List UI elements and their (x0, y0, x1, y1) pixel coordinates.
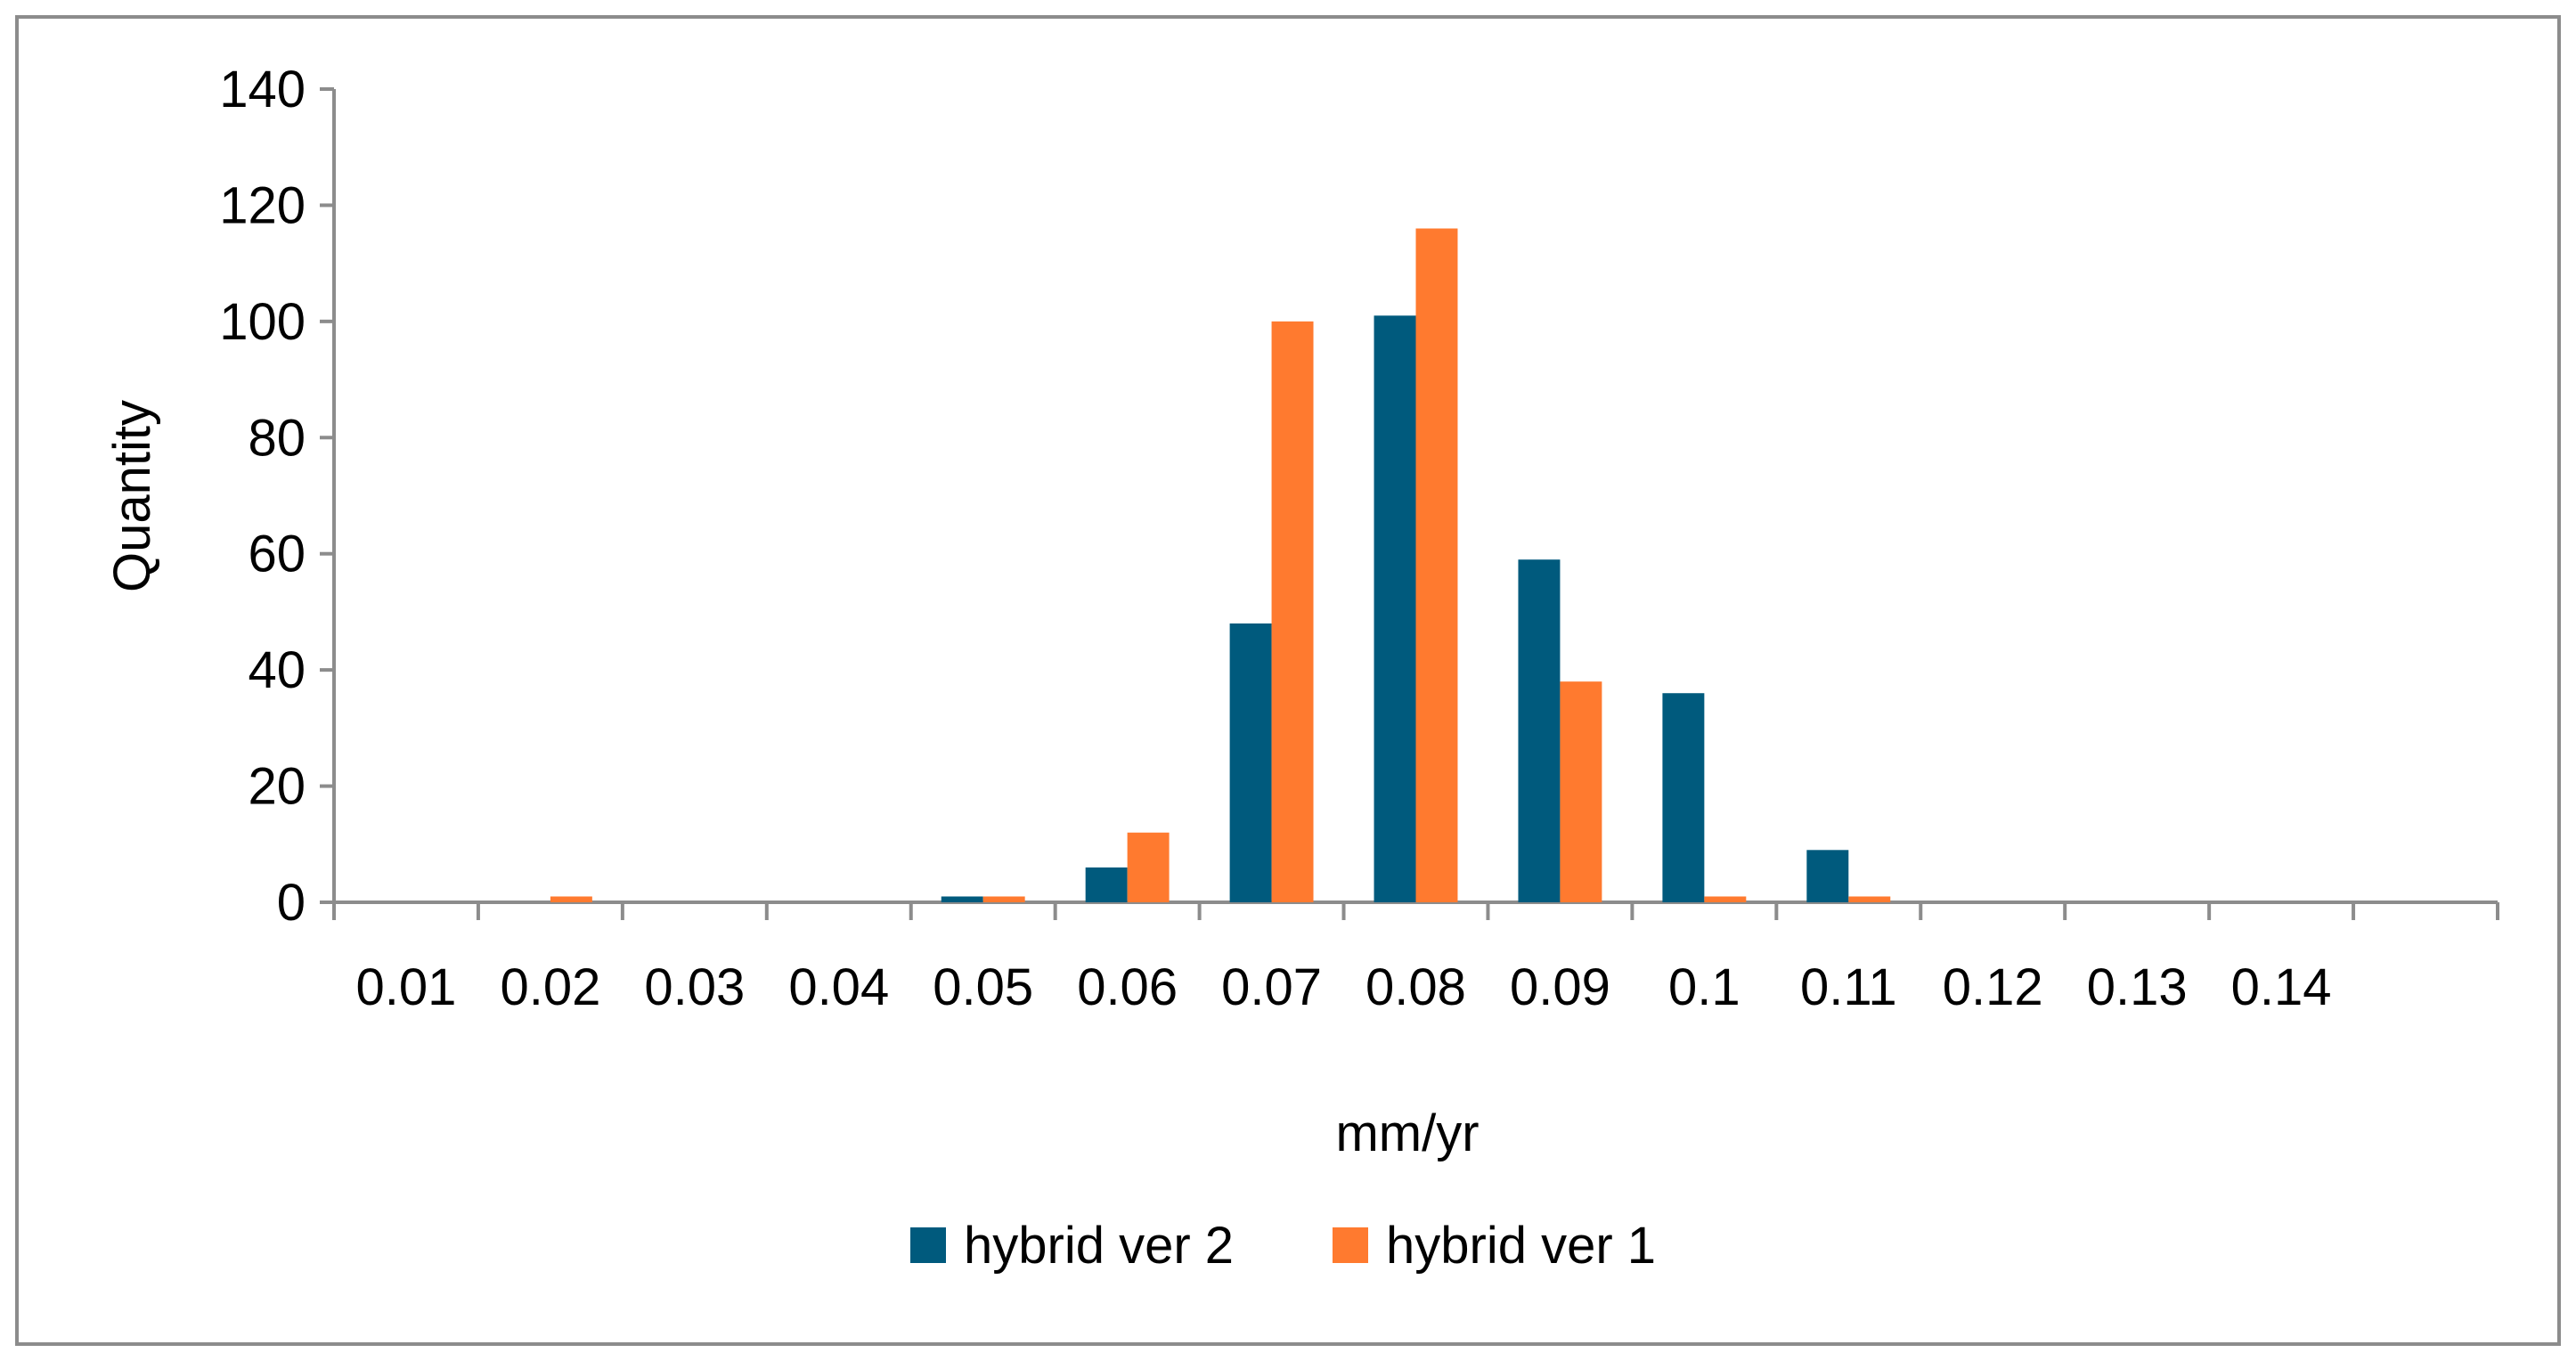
legend: hybrid ver 2 hybrid ver 1 (910, 1217, 1656, 1275)
x-tick-label: 0.07 (1221, 958, 1322, 1016)
x-tick-label: 0.11 (1800, 958, 1897, 1016)
bar-hybrid-ver-2 (1806, 850, 1849, 902)
y-tick-label: 100 (219, 293, 306, 351)
y-tick-label: 80 (248, 409, 306, 467)
y-ticks: 0 20 40 60 80 100 120 140 (219, 61, 334, 932)
bar-hybrid-ver-2 (941, 896, 983, 902)
legend-label-hybrid-ver-2: hybrid ver 2 (964, 1217, 1234, 1275)
bar-hybrid-ver-1 (550, 896, 592, 902)
y-tick-label: 60 (248, 526, 306, 583)
bar-hybrid-ver-1 (1415, 228, 1458, 902)
x-tick-label: 0.08 (1365, 958, 1466, 1016)
x-tick-label: 0.14 (2231, 958, 2332, 1016)
bars (550, 228, 1891, 903)
y-tick-label: 140 (219, 61, 306, 118)
bar-hybrid-ver-2 (1518, 559, 1561, 902)
y-tick-label: 120 (219, 176, 306, 234)
y-tick-label: 0 (277, 874, 306, 932)
x-tick-label: 0.06 (1077, 958, 1178, 1016)
x-tick-label: 0.1 (1668, 958, 1740, 1016)
bar-hybrid-ver-2 (1229, 623, 1272, 902)
x-tick-label: 0.02 (500, 958, 600, 1016)
x-tick-label: 0.13 (2087, 958, 2188, 1016)
legend-label-hybrid-ver-1: hybrid ver 1 (1386, 1217, 1656, 1275)
legend-swatch-hybrid-ver-2 (910, 1227, 946, 1263)
y-tick-label: 20 (248, 758, 306, 816)
x-tick-label: 0.03 (644, 958, 745, 1016)
x-ticks: 0.01 0.02 0.03 0.04 0.05 0.06 0.07 0.08 0.09 0.1 0… (332, 902, 2499, 1016)
y-axis-title: Quantity (103, 400, 161, 592)
x-tick-label: 0.01 (356, 958, 457, 1016)
bar-hybrid-ver-1 (1560, 681, 1602, 902)
y-tick-label: 40 (248, 641, 306, 699)
x-tick-label: 0.05 (933, 958, 1033, 1016)
x-tick-label: 0.12 (1943, 958, 2043, 1016)
bar-hybrid-ver-2 (1085, 867, 1128, 902)
bar-hybrid-ver-2 (1374, 315, 1416, 903)
bar-hybrid-ver-1 (1704, 896, 1747, 902)
bar-hybrid-ver-1 (982, 896, 1025, 902)
legend-swatch-hybrid-ver-1 (1333, 1227, 1368, 1263)
x-tick-label: 0.09 (1510, 958, 1610, 1016)
bar-hybrid-ver-1 (1127, 832, 1170, 902)
bar-hybrid-ver-1 (1271, 321, 1314, 902)
y-axis: 0 20 40 60 80 100 120 140 (219, 61, 336, 932)
x-tick-label: 0.04 (788, 958, 889, 1016)
x-axis-title: mm/yr (1335, 1104, 1479, 1162)
bar-hybrid-ver-2 (1662, 693, 1705, 902)
bar-hybrid-ver-1 (1848, 896, 1891, 902)
